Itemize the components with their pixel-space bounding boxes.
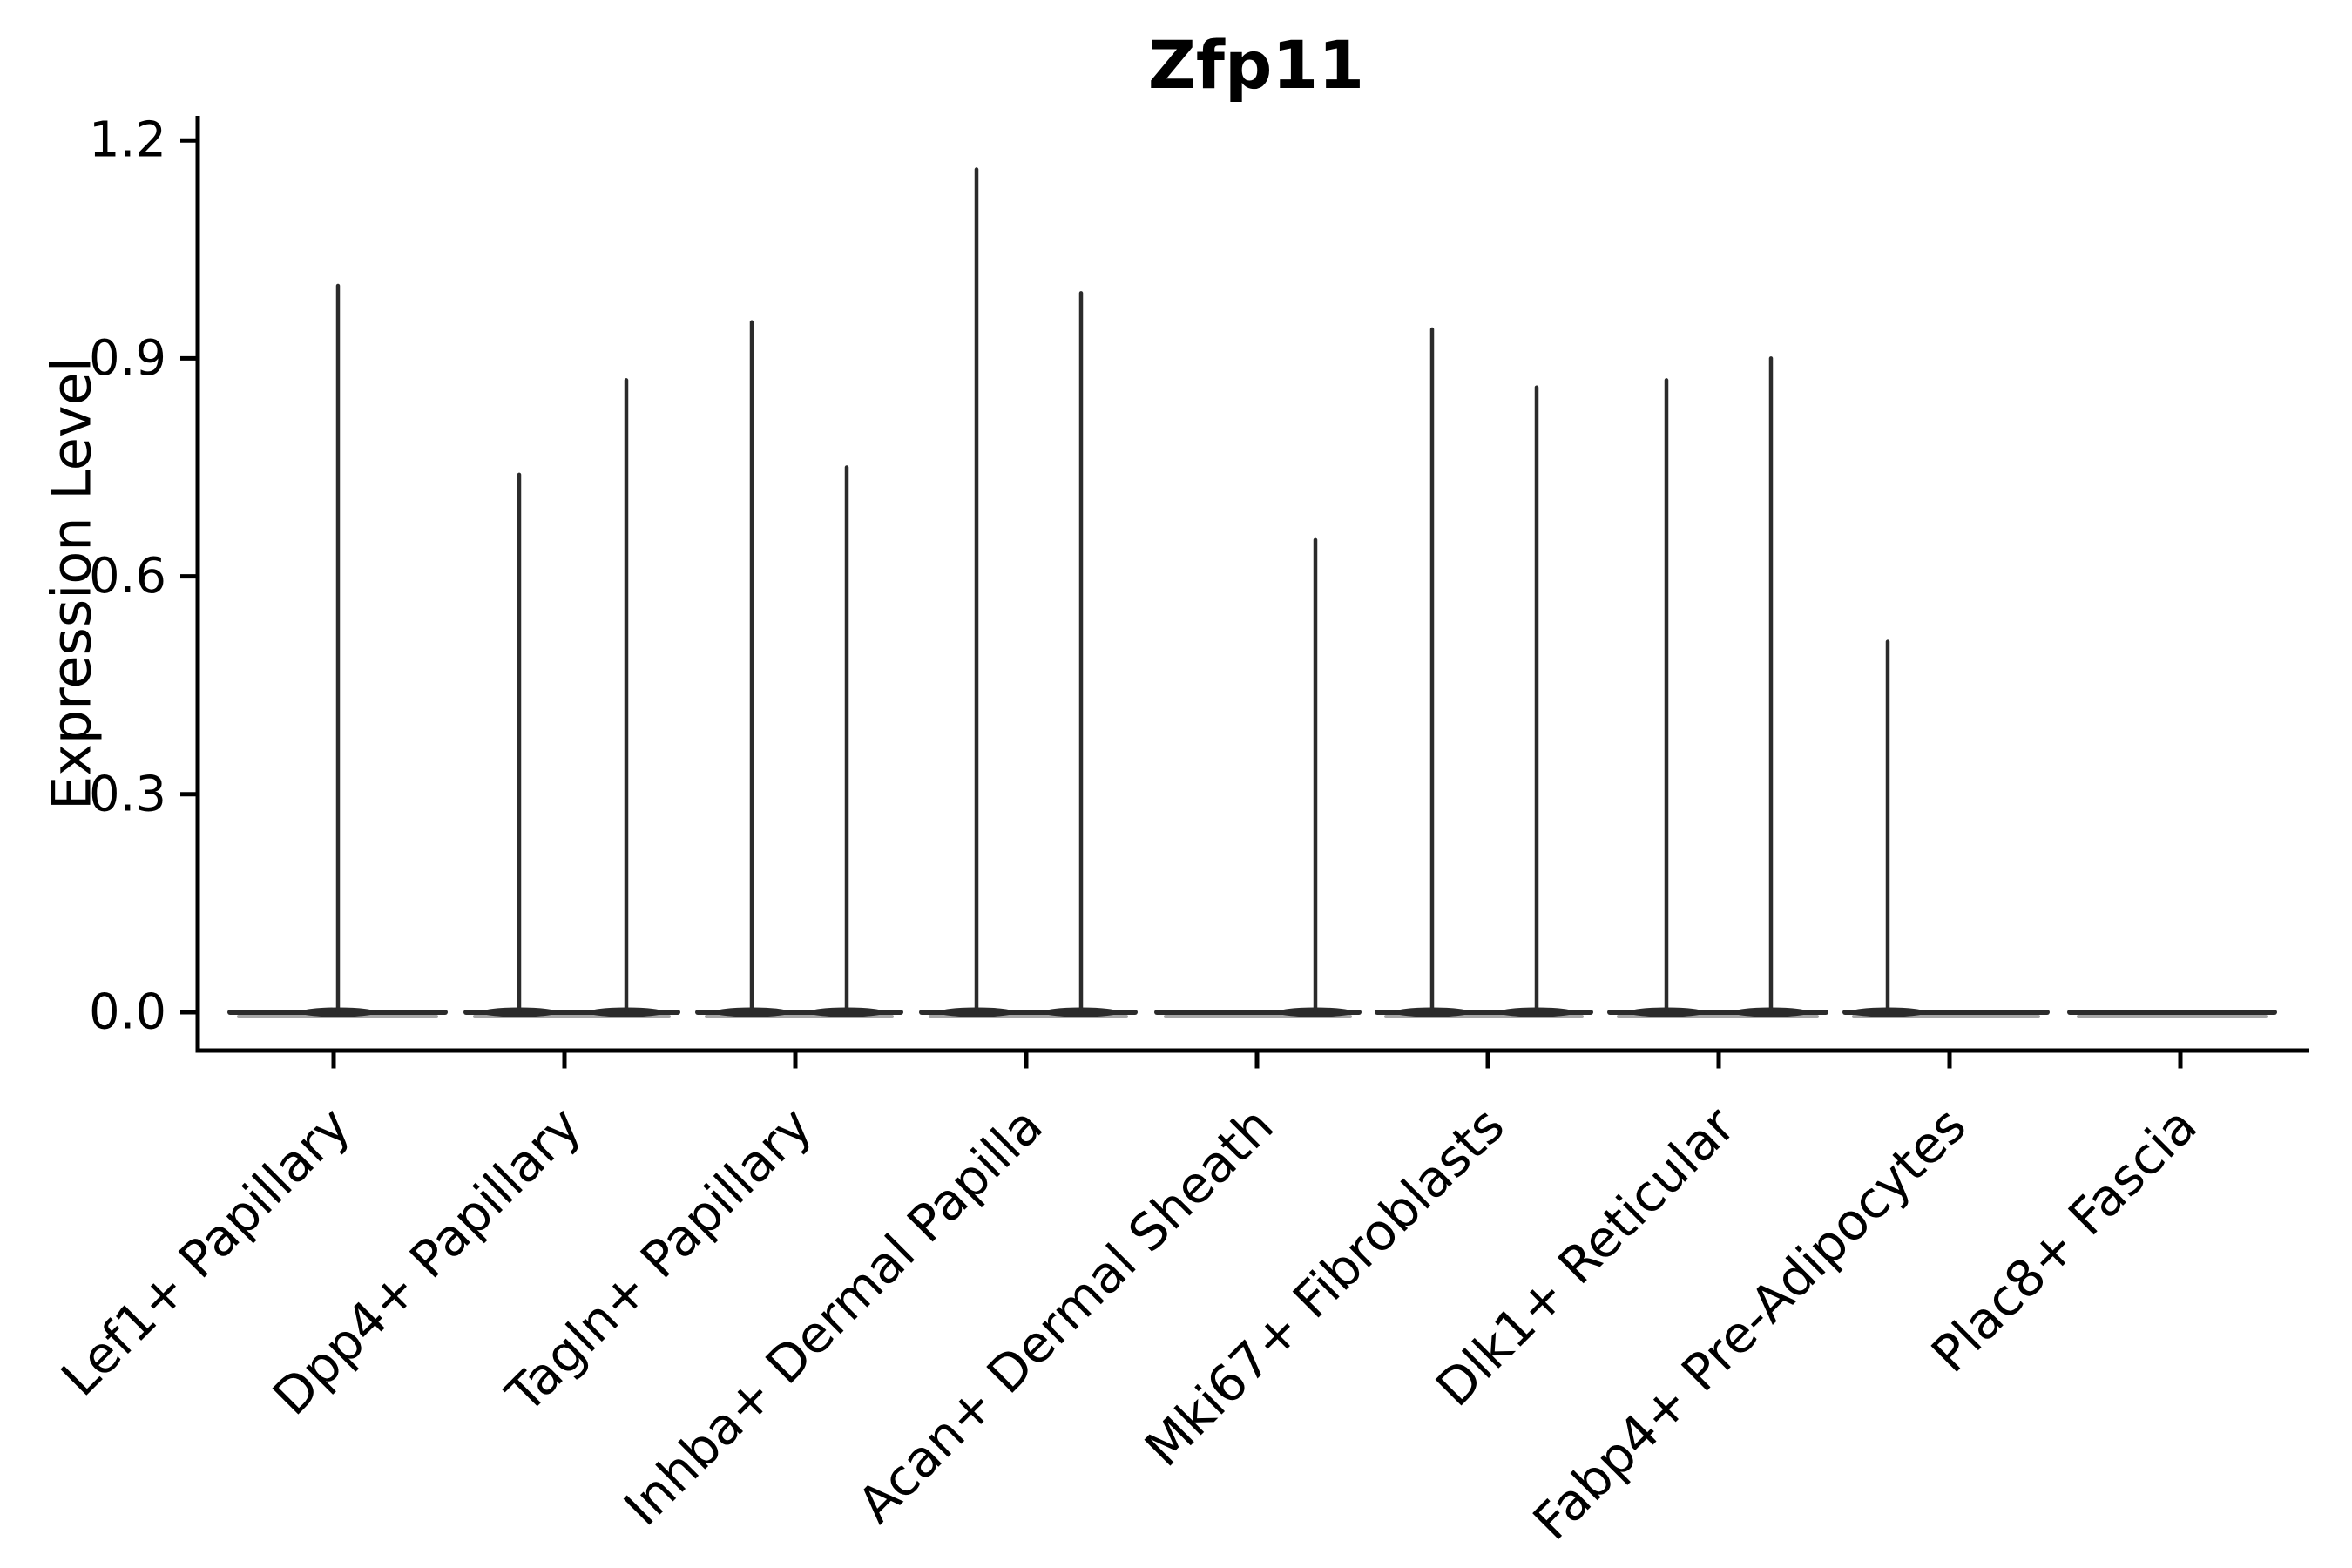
y-tick-label: 0.3 xyxy=(89,766,166,822)
x-category-label: Inhba+ Dermal Papilla xyxy=(612,1096,1054,1538)
y-tick-label: 0.6 xyxy=(89,548,166,605)
y-tick-label: 1.2 xyxy=(89,112,166,169)
y-tick-label: 0.0 xyxy=(89,984,166,1041)
x-category-label: Acan+ Dermal Sheath xyxy=(846,1096,1284,1534)
x-category-label: Fabp4+ Pre-Adipocytes xyxy=(1522,1096,1977,1551)
plot-title: Zfp11 xyxy=(1147,26,1365,104)
y-tick-label: 0.9 xyxy=(89,330,166,387)
